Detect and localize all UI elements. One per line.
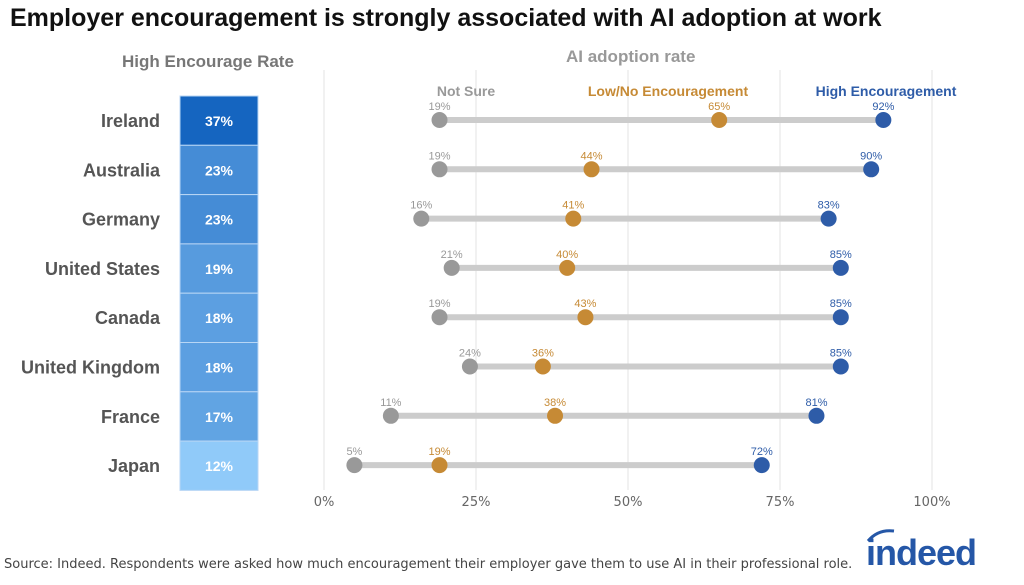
data-label: 21%: [441, 249, 463, 261]
data-label: 19%: [429, 150, 451, 162]
data-label: 72%: [751, 446, 773, 458]
data-label: 44%: [581, 150, 603, 162]
data-label: 11%: [380, 397, 401, 409]
dumbbell-point: [547, 407, 564, 424]
data-label: 85%: [830, 298, 852, 310]
heatmap-cell-label: 37%: [205, 113, 234, 129]
dumbbell-point: [832, 358, 849, 375]
country-label: United Kingdom: [21, 358, 160, 378]
country-label: Australia: [83, 160, 161, 180]
data-label: 90%: [860, 150, 882, 162]
x-tick-label: 75%: [766, 495, 795, 510]
dumbbell-point: [443, 259, 460, 276]
chart-title: Employer encouragement is strongly assoc…: [10, 4, 882, 32]
dumbbell-point: [413, 210, 430, 227]
dumbbell-point: [382, 407, 399, 424]
data-label: 43%: [574, 298, 596, 310]
heatmap-cell: [179, 95, 259, 146]
heatmap-cell: [179, 342, 259, 393]
dumbbell-point: [559, 259, 576, 276]
dumbbell-point: [832, 309, 849, 326]
heatmap-cell: [179, 144, 259, 196]
dumbbell-title: AI adoption rate: [566, 47, 696, 66]
data-label: 41%: [562, 200, 584, 212]
legend-label: Not Sure: [437, 83, 496, 99]
legend-label: High Encouragement: [816, 83, 957, 99]
data-label: 81%: [805, 397, 827, 409]
data-label: 85%: [830, 348, 852, 360]
dumbbell-point: [875, 112, 892, 128]
dumbbell-point: [577, 309, 594, 326]
heatmap-title: High Encourage Rate: [122, 52, 294, 71]
dumbbell-point: [832, 259, 849, 276]
heatmap-cell-label: 17%: [205, 409, 234, 425]
country-label: Japan: [108, 456, 160, 476]
data-label: 92%: [872, 101, 894, 113]
dumbbell-point: [753, 457, 770, 474]
source-note: Source: Indeed. Respondents were asked h…: [4, 557, 853, 572]
heatmap-cell-label: 18%: [205, 310, 234, 326]
heatmap-cell-label: 18%: [205, 360, 234, 376]
country-label: France: [101, 407, 160, 427]
heatmap-cell: [179, 194, 259, 245]
heatmap-cell-label: 12%: [205, 458, 234, 474]
dumbbell-point: [431, 161, 448, 178]
heatmap-cell: [179, 292, 259, 344]
dumbbell-point: [863, 161, 880, 178]
x-tick-label: 100%: [913, 495, 950, 510]
data-label: 65%: [708, 101, 730, 113]
dumbbell-point: [431, 112, 448, 128]
country-label: Canada: [95, 308, 161, 328]
x-tick-label: 50%: [614, 495, 643, 510]
data-label: 19%: [429, 101, 451, 113]
country-label: United States: [45, 259, 160, 279]
heatmap-cell-label: 23%: [205, 212, 234, 228]
heatmap-cell-label: 19%: [205, 261, 234, 277]
dumbbell-point: [583, 161, 600, 178]
data-label: 85%: [830, 249, 852, 261]
dumbbell-point: [461, 358, 478, 375]
logo-arc-icon: [866, 529, 895, 542]
dumbbell-point: [346, 457, 363, 474]
data-label: 19%: [429, 446, 451, 458]
legend-label: Low/No Encouragement: [588, 83, 749, 99]
dumbbell-point: [711, 112, 728, 128]
data-label: 83%: [818, 200, 840, 212]
data-label: 36%: [532, 348, 554, 360]
x-tick-label: 25%: [462, 495, 491, 510]
data-label: 38%: [544, 397, 566, 409]
data-label: 5%: [346, 446, 362, 458]
heatmap-cell-label: 23%: [205, 162, 234, 178]
heatmap-cell: [179, 440, 259, 491]
data-label: 19%: [429, 298, 451, 310]
country-label: Germany: [82, 210, 160, 230]
dumbbell-point: [534, 358, 551, 375]
data-label: 16%: [410, 200, 432, 212]
dumbbell-point: [820, 210, 837, 227]
dumbbell-point: [565, 210, 582, 227]
indeed-logo: indeed: [866, 532, 977, 573]
x-tick-label: 0%: [314, 495, 335, 510]
dumbbell-point: [431, 309, 448, 326]
heatmap-cell: [179, 243, 259, 294]
data-label: 40%: [556, 249, 578, 261]
data-label: 24%: [459, 348, 481, 360]
dumbbell-point: [808, 407, 825, 424]
country-label: Ireland: [101, 111, 160, 131]
dumbbell-point: [431, 457, 448, 474]
